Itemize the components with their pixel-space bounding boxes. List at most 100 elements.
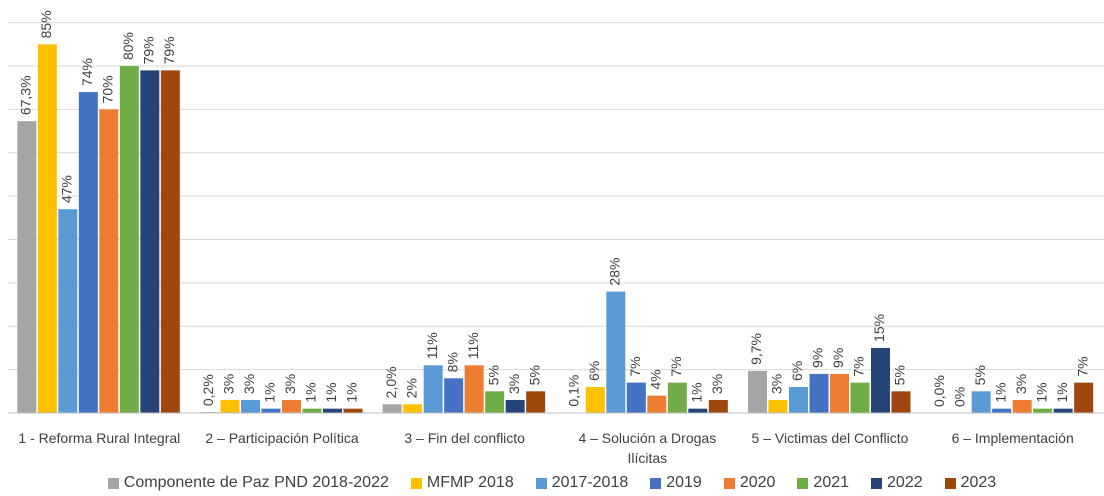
legend-swatch — [107, 477, 119, 489]
bar — [403, 404, 423, 413]
data-label: 5% — [485, 365, 501, 385]
data-label: 0,1% — [566, 375, 582, 407]
data-label: 3% — [769, 374, 785, 394]
data-label: 79% — [141, 36, 157, 64]
data-label: 11% — [465, 332, 481, 359]
bar — [382, 404, 402, 413]
bar — [505, 399, 525, 413]
legend-item: Componente de Paz PND 2018-2022 — [107, 474, 389, 492]
legend-swatch — [944, 477, 956, 489]
data-label: 1% — [323, 382, 339, 402]
data-label: 3% — [221, 374, 237, 394]
data-label: 79% — [161, 36, 177, 64]
bar — [708, 399, 728, 413]
bar — [343, 408, 363, 413]
data-label: 8% — [444, 352, 460, 372]
legend-label: 2021 — [813, 474, 850, 491]
legend-label: 2019 — [666, 474, 702, 491]
data-label: 47% — [59, 175, 75, 203]
bar — [485, 391, 505, 413]
data-label: 7% — [1074, 356, 1090, 376]
legend-swatch — [650, 477, 662, 489]
data-label: 1% — [1033, 382, 1049, 402]
bar — [626, 382, 646, 413]
x-tick-label: 1 - Reforma Rural Integral — [18, 430, 181, 446]
data-label: 0,2% — [200, 374, 216, 406]
bar — [871, 347, 890, 413]
legend-label: 2017-2018 — [551, 474, 629, 491]
legend-item: MFMP 2018 — [410, 474, 514, 492]
data-label: 2,0% — [383, 366, 399, 398]
bar — [789, 386, 808, 413]
bar — [17, 121, 37, 413]
bar — [809, 373, 829, 413]
legend-label: MFMP 2018 — [426, 474, 514, 491]
bar — [606, 291, 626, 413]
data-label: 3% — [282, 374, 298, 394]
legend-swatch — [723, 477, 735, 489]
legend-label: 2023 — [960, 474, 997, 491]
bar — [647, 395, 667, 413]
bar — [119, 66, 139, 413]
data-label: 5% — [526, 365, 542, 385]
data-label: 3% — [241, 374, 257, 394]
bar — [37, 44, 57, 414]
bar — [160, 70, 180, 414]
data-label: 3% — [709, 374, 725, 394]
data-label: 80% — [120, 32, 136, 60]
data-label: 67,3% — [18, 75, 34, 115]
data-label: 1% — [303, 382, 319, 402]
data-label: 4% — [648, 369, 664, 389]
legend-swatch — [871, 477, 883, 489]
data-label: 7% — [668, 356, 684, 376]
bar — [99, 109, 119, 413]
data-label: 74% — [79, 58, 95, 86]
data-label: 7% — [627, 356, 643, 376]
bar — [302, 408, 322, 413]
bar — [585, 386, 605, 413]
legend-item: 2019 — [650, 474, 702, 492]
data-label: 3% — [506, 374, 522, 394]
data-label: 7% — [851, 356, 867, 376]
legend-item: 2022 — [871, 474, 923, 492]
legend-item: 2020 — [723, 474, 775, 492]
data-label: 5% — [972, 365, 988, 385]
data-label: 5% — [892, 365, 908, 385]
bar — [1033, 408, 1053, 413]
bar — [1012, 399, 1032, 413]
bar — [1074, 382, 1094, 413]
bar — [444, 378, 464, 413]
legend-item: 2023 — [944, 474, 997, 492]
data-label: 2% — [403, 378, 419, 398]
bar — [971, 391, 991, 413]
data-label: 1% — [344, 382, 360, 402]
data-label: 0% — [951, 387, 967, 407]
bar — [850, 382, 870, 413]
data-label: 6% — [586, 361, 602, 381]
data-label: 1% — [1054, 382, 1070, 402]
bar — [423, 365, 443, 413]
data-label: 15% — [871, 314, 887, 342]
legend-label: Componente de Paz PND 2018-2022 — [123, 474, 389, 491]
legend-swatch — [410, 477, 422, 489]
bar — [992, 408, 1012, 413]
data-label: 9% — [830, 348, 846, 368]
x-tick-label: 5 – Victimas del Conflicto — [751, 430, 909, 446]
legend-label: 2022 — [887, 474, 923, 491]
bar — [830, 373, 849, 413]
bar — [323, 408, 342, 413]
bar — [891, 391, 911, 413]
bar — [688, 408, 708, 413]
bar — [748, 370, 767, 413]
legend-item: 2017-2018 — [535, 474, 629, 492]
x-tick-label: 4 – Solución a Drogas Ilícitas — [578, 430, 717, 466]
data-label: 0,0% — [931, 375, 947, 407]
data-label: 85% — [38, 10, 54, 38]
bar — [58, 209, 78, 413]
bar — [667, 382, 687, 413]
data-label: 1% — [262, 382, 278, 402]
bar — [464, 365, 484, 413]
data-label: 11% — [424, 332, 440, 359]
